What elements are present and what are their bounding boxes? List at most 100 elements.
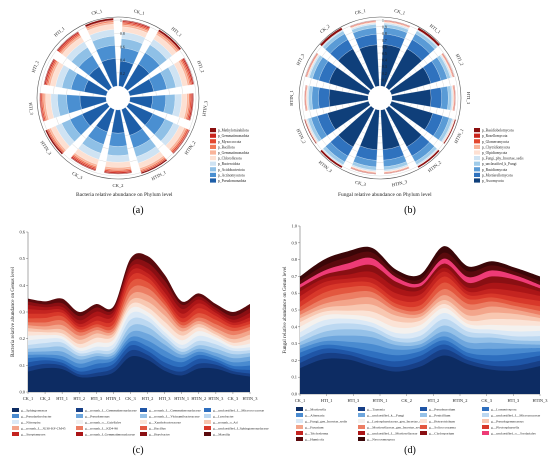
panel-c-bacteria-genus-area-chart: 0.0 0.1 0.2 0.3 0.4 0.5 0.6 Bacteria relative a… xyxy=(10,230,269,437)
x-tick-label: HTIN_2 xyxy=(191,396,206,401)
legend-swatch xyxy=(482,413,489,417)
sample-label: CK_3 xyxy=(355,180,367,187)
sample-label: HTIN_1 xyxy=(289,90,294,106)
area-series xyxy=(300,355,540,394)
legend-entry: p_Methylomirabilota xyxy=(218,129,249,133)
legend-swatch xyxy=(482,419,489,423)
y-tick-label: 0.4 xyxy=(292,324,298,329)
legend-swatch xyxy=(140,414,147,418)
y-tick-label: 0.1 xyxy=(292,375,298,380)
legend-swatch xyxy=(420,425,427,429)
x-tick-label: HTIN_1 xyxy=(174,396,189,401)
x-tick-label: HTIN_1 xyxy=(106,396,121,401)
legend-entry: g__unclassified_f_Sphingomonadaceae xyxy=(213,427,269,431)
y-tick-label: 0.5 xyxy=(292,308,298,313)
legend-entry: g__norank_f__Gemmatimonadaceae xyxy=(85,409,137,413)
legend-entry: g__Lomentospora xyxy=(491,408,517,412)
radial-bar-segment xyxy=(417,27,441,47)
legend-entry: p_Actinomycetota xyxy=(218,173,245,177)
legend-entry: g__Tausonia xyxy=(367,408,385,412)
legend-entry: g__Humicola xyxy=(305,438,324,442)
legend-swatch xyxy=(140,432,147,436)
x-tick-label: HTIN_3 xyxy=(208,396,224,401)
legend-entry: p_Acidobacteriota xyxy=(218,168,245,172)
y-tick-label: 0.9 xyxy=(292,240,298,245)
y-tick-label: 0.3 xyxy=(292,341,298,346)
legend-entry: g__Plectosphaerella xyxy=(491,426,520,430)
legend-entry: p_Mortierellomycota xyxy=(482,173,513,177)
y-tick-label: 1.0 xyxy=(292,224,298,229)
sample-label: HTIN_2 xyxy=(295,128,307,145)
radial-bar-segment xyxy=(66,94,82,114)
legend-swatch xyxy=(210,128,216,133)
radial-bar-segment xyxy=(111,109,125,134)
sample-label: HTIN_3 xyxy=(318,160,334,174)
legend-swatch xyxy=(210,178,216,183)
legend-swatch xyxy=(482,425,489,429)
sample-label: CK_1 xyxy=(91,8,104,16)
y-tick-label: 0.0 xyxy=(20,390,26,395)
ring-tick-label: 0.8 xyxy=(382,32,387,36)
legend-swatch xyxy=(296,425,303,429)
legend-entry: p_Gemmatimonadota xyxy=(218,134,250,138)
ring-tick-label: 1 xyxy=(120,19,122,23)
legend-swatch xyxy=(76,408,83,412)
legend-entry: p_Bacteroidota xyxy=(218,162,240,166)
legend-entry: g__Pseudarthrobacter xyxy=(21,415,52,419)
legend-entry: p_Pseudomonadota xyxy=(218,179,247,183)
x-tick-label: CK_1 xyxy=(23,396,34,401)
legend-entry: p_Ascomycota xyxy=(482,179,504,183)
sample-label: HTI_3 xyxy=(466,92,471,105)
legend-entry: g__Fungi_gen_Incertae_sedis xyxy=(305,420,348,424)
sample-label: HTI_2 xyxy=(455,53,465,67)
radial-bar-segment xyxy=(350,168,377,175)
legend-swatch xyxy=(474,128,480,133)
x-tick-label: CK_2 xyxy=(401,398,412,403)
radial-bar-segment xyxy=(84,18,114,28)
area-series xyxy=(28,355,250,392)
radial-bar-segment xyxy=(103,172,133,175)
sample-label: HTIN_3 xyxy=(39,140,52,156)
panel-label-c: (c) xyxy=(132,445,143,456)
legend-swatch xyxy=(12,426,19,430)
legend-entry: g__norank_o_Ad xyxy=(213,421,238,425)
x-tick-label: HTI_1 xyxy=(321,398,333,403)
radial-bar-segment xyxy=(122,20,151,28)
legend-entry: p_unclassified_k_Fungi xyxy=(482,162,517,166)
legend-entry: g__norank_f_Gemmatimonadaceae xyxy=(85,433,135,437)
legend-entry: g__Neocosmospora xyxy=(367,438,395,442)
legend-swatch xyxy=(296,413,303,417)
radial-bar-segment xyxy=(311,86,320,110)
legend-swatch xyxy=(420,413,427,417)
sample-label: HTIN_2 xyxy=(427,159,443,173)
legend-swatch xyxy=(210,156,216,161)
legend-entry: g__Bacillus xyxy=(149,427,166,431)
sample-label: HTIN_2 xyxy=(184,139,197,155)
legend-swatch xyxy=(140,408,147,412)
ring-tick-label: 0.2 xyxy=(382,72,387,76)
radial-bar-segment xyxy=(109,132,127,147)
sample-label: CK_2 xyxy=(319,23,331,34)
legend-entry: g__Trichoderma xyxy=(305,432,329,436)
y-tick-label: 0.2 xyxy=(20,336,26,341)
ring-tick-label: 0.4 xyxy=(382,59,387,63)
radial-bar-segment xyxy=(454,85,456,111)
radial-bar-segment xyxy=(349,20,376,27)
radial-bar-segment xyxy=(107,145,129,156)
legend-entry: g__Pseudomonas xyxy=(85,415,110,419)
legend-entry: p_Glomeromycota xyxy=(482,140,509,144)
panel-d-fungal-genus-area-chart: 0.0 0.1 0.2 0.3 0.4 0.5 0.6 0.7 0.8 0.9 1.0 Fungal … xyxy=(282,224,548,442)
legend-swatch xyxy=(358,437,365,441)
radial-bar-segment xyxy=(383,167,410,175)
panel-label-b: (b) xyxy=(404,205,416,216)
radial-bar-segment xyxy=(140,159,168,175)
ring-tick-label: 0.3 xyxy=(382,65,387,69)
radial-bar-segment xyxy=(158,29,182,51)
radial-bar-segment xyxy=(443,119,457,144)
legend-swatch xyxy=(358,425,365,429)
radial-bar-segment xyxy=(70,157,96,172)
legend-swatch xyxy=(296,431,303,435)
sample-label: CK_1 xyxy=(354,8,366,15)
x-tick-label: HTI_2 xyxy=(427,398,439,403)
x-tick-label: HTI_1 xyxy=(56,396,68,401)
